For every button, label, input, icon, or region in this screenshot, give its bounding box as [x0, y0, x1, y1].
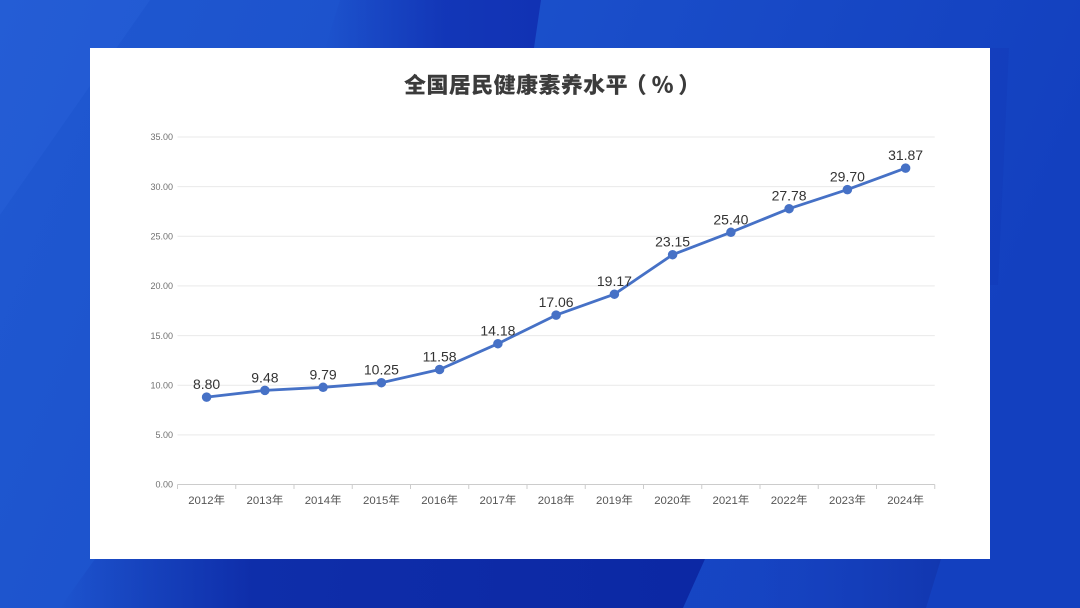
svg-text:14.18: 14.18 [480, 323, 515, 339]
svg-text:2021: 2021 [713, 495, 738, 507]
svg-text:10.00: 10.00 [150, 380, 173, 390]
svg-text:2013: 2013 [247, 495, 272, 507]
svg-text:25.40: 25.40 [713, 211, 748, 227]
svg-text:2023: 2023 [829, 495, 854, 507]
svg-text:19.17: 19.17 [597, 273, 632, 289]
svg-text:25.00: 25.00 [150, 232, 173, 242]
svg-text:9.79: 9.79 [309, 366, 336, 382]
svg-text:27.78: 27.78 [772, 188, 807, 204]
svg-text:2018: 2018 [538, 495, 563, 507]
svg-text:17.06: 17.06 [539, 294, 574, 310]
svg-text:11.58: 11.58 [423, 349, 457, 365]
svg-text:2012: 2012 [188, 495, 213, 507]
svg-text:8.80: 8.80 [193, 376, 220, 392]
svg-text:20.00: 20.00 [150, 281, 173, 291]
svg-text:31.87: 31.87 [888, 147, 923, 163]
svg-text:10.25: 10.25 [364, 362, 399, 378]
svg-text:9.48: 9.48 [251, 369, 278, 385]
svg-text:2024: 2024 [887, 495, 912, 507]
svg-text:35.00: 35.00 [150, 132, 173, 142]
svg-text:2015: 2015 [363, 495, 388, 507]
svg-text:2014: 2014 [305, 495, 330, 507]
svg-text:2019: 2019 [596, 495, 621, 507]
svg-text:2022: 2022 [771, 495, 796, 507]
svg-text:23.15: 23.15 [655, 234, 690, 250]
svg-text:5.00: 5.00 [155, 430, 173, 440]
svg-text:29.70: 29.70 [830, 169, 865, 185]
svg-text:2020: 2020 [654, 495, 679, 507]
svg-text:15.00: 15.00 [150, 331, 173, 341]
svg-text:2016: 2016 [421, 495, 446, 507]
svg-text:0.00: 0.00 [155, 480, 173, 490]
svg-text:30.00: 30.00 [150, 182, 173, 192]
svg-text:2017: 2017 [480, 495, 505, 507]
